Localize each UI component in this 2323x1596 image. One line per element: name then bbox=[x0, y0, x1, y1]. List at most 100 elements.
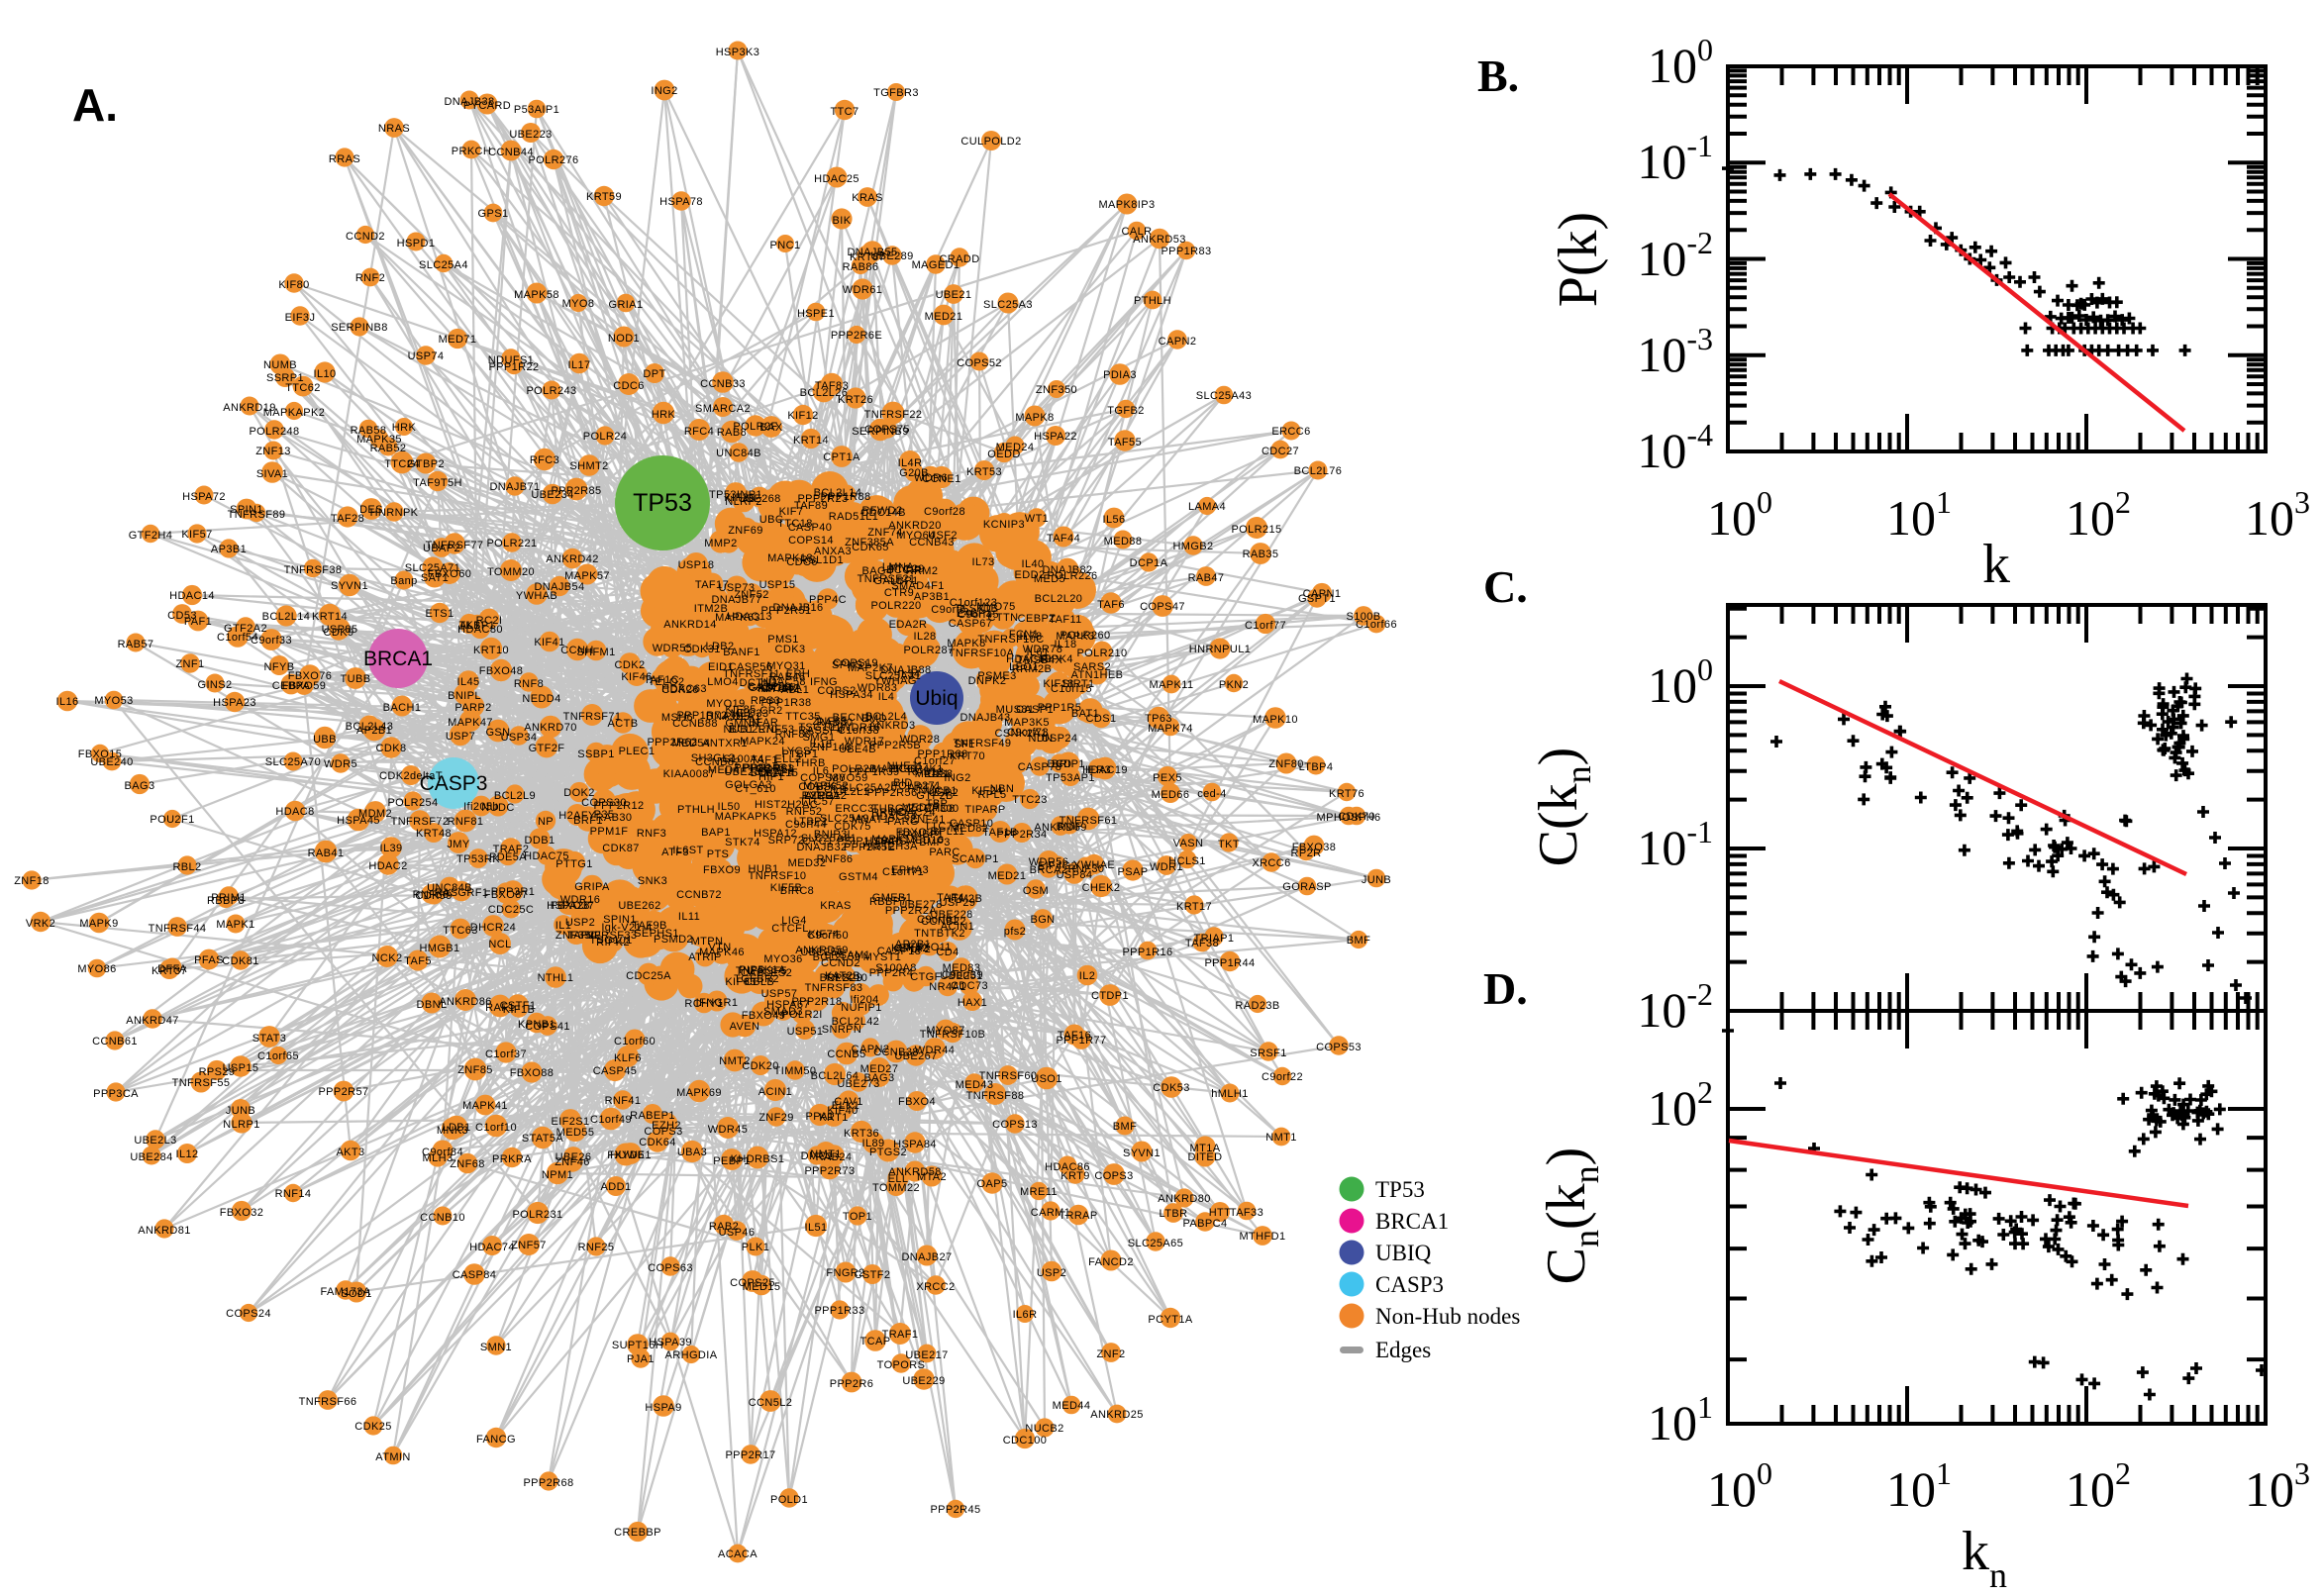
svg-text:D.: D. bbox=[1483, 963, 1528, 1014]
svg-text:GSTM4: GSTM4 bbox=[839, 871, 878, 883]
svg-text:DNAJB16: DNAJB16 bbox=[772, 602, 823, 614]
svg-text:C9orf28: C9orf28 bbox=[924, 506, 965, 518]
svg-text:TNFRSF55: TNFRSF55 bbox=[172, 1077, 231, 1089]
svg-text:MDM2: MDM2 bbox=[358, 808, 392, 820]
svg-text:TUBG1: TUBG1 bbox=[872, 803, 911, 815]
svg-text:BGN: BGN bbox=[1030, 914, 1055, 926]
svg-text:HSP3K3: HSP3K3 bbox=[716, 47, 760, 58]
svg-text:SHFM1: SHFM1 bbox=[576, 647, 615, 658]
svg-text:HMGB2: HMGB2 bbox=[1172, 541, 1213, 552]
svg-text:TAF9B: TAF9B bbox=[632, 920, 666, 932]
svg-text:MED71: MED71 bbox=[439, 334, 477, 346]
svg-text:UBE2L3: UBE2L3 bbox=[134, 1135, 176, 1147]
svg-text:PPP2R73: PPP2R73 bbox=[804, 1165, 855, 1177]
svg-text:KIF57: KIF57 bbox=[181, 529, 212, 541]
svg-text:RRAS: RRAS bbox=[329, 153, 360, 165]
svg-text:FBXO87: FBXO87 bbox=[484, 889, 529, 901]
svg-text:Ifi204: Ifi204 bbox=[850, 994, 878, 1006]
svg-text:COPS53: COPS53 bbox=[1316, 1042, 1362, 1053]
svg-text:PTHLH: PTHLH bbox=[677, 804, 715, 816]
svg-text:PRKCH: PRKCH bbox=[452, 146, 492, 157]
svg-text:CCNB44: CCNB44 bbox=[488, 147, 534, 158]
svg-text:OAP5: OAP5 bbox=[977, 1178, 1008, 1190]
svg-text:MED88: MED88 bbox=[1104, 536, 1143, 548]
svg-text:JUNB: JUNB bbox=[226, 1105, 255, 1117]
svg-text:IL4R: IL4R bbox=[898, 457, 923, 469]
svg-text:CYC1: CYC1 bbox=[803, 836, 834, 848]
svg-text:HDAC80: HDAC80 bbox=[457, 624, 503, 636]
svg-text:MYO42: MYO42 bbox=[760, 683, 799, 695]
svg-text:PPP2R34: PPP2R34 bbox=[996, 829, 1047, 841]
svg-text:MED55: MED55 bbox=[556, 1127, 595, 1139]
svg-text:TAF5: TAF5 bbox=[404, 955, 432, 967]
svg-text:FANCD2: FANCD2 bbox=[1088, 1256, 1134, 1268]
svg-text:PPP1R88: PPP1R88 bbox=[820, 491, 870, 503]
svg-text:CCNB61: CCNB61 bbox=[92, 1036, 138, 1047]
svg-text:POLR276: POLR276 bbox=[528, 154, 578, 166]
svg-text:ZNF57: ZNF57 bbox=[511, 1240, 547, 1251]
svg-text:BRCA1: BRCA1 bbox=[363, 648, 433, 670]
svg-text:NUCB2: NUCB2 bbox=[1025, 1423, 1063, 1435]
svg-text:IL6: IL6 bbox=[813, 765, 830, 777]
svg-text:P53AIP1: P53AIP1 bbox=[514, 104, 559, 116]
svg-text:UBE223: UBE223 bbox=[509, 129, 552, 141]
svg-text:AP3B1: AP3B1 bbox=[211, 544, 247, 555]
svg-text:COPS47: COPS47 bbox=[1140, 601, 1185, 613]
svg-text:MAPK11: MAPK11 bbox=[1150, 679, 1194, 691]
svg-text:TNFRSF88: TNFRSF88 bbox=[966, 1090, 1025, 1102]
svg-text:ETS1: ETS1 bbox=[425, 608, 454, 620]
svg-text:CEBPZ: CEBPZ bbox=[1018, 613, 1057, 625]
svg-text:CCNB72: CCNB72 bbox=[676, 889, 722, 901]
svg-text:BCL2L76: BCL2L76 bbox=[1294, 465, 1343, 477]
svg-text:UNC84B: UNC84B bbox=[716, 448, 761, 459]
svg-text:USP57: USP57 bbox=[761, 988, 798, 1000]
svg-text:TAF6: TAF6 bbox=[1097, 599, 1125, 611]
svg-text:KRT59: KRT59 bbox=[586, 191, 622, 203]
svg-text:NUDC: NUDC bbox=[481, 802, 514, 814]
svg-text:SNRPN: SNRPN bbox=[822, 1024, 862, 1036]
svg-text:ZNF13: ZNF13 bbox=[255, 446, 291, 457]
svg-text:ARHGDIA: ARHGDIA bbox=[665, 1349, 718, 1361]
svg-text:ANKRD80: ANKRD80 bbox=[1158, 1193, 1211, 1205]
svg-text:PPP2R68: PPP2R68 bbox=[523, 1477, 573, 1489]
svg-text:RNF14: RNF14 bbox=[275, 1188, 312, 1200]
svg-text:NFYB: NFYB bbox=[264, 661, 295, 673]
svg-text:RAB41: RAB41 bbox=[308, 848, 345, 859]
svg-text:USP74: USP74 bbox=[408, 350, 445, 362]
svg-text:KRT87: KRT87 bbox=[850, 251, 885, 263]
svg-text:MAPK35: MAPK35 bbox=[356, 434, 402, 446]
svg-text:NOD1: NOD1 bbox=[608, 333, 640, 345]
svg-text:TNFRSF60: TNFRSF60 bbox=[979, 1070, 1038, 1082]
svg-text:NCK2: NCK2 bbox=[372, 952, 403, 964]
svg-text:CDK9: CDK9 bbox=[324, 627, 354, 639]
svg-text:pfs2: pfs2 bbox=[1004, 926, 1026, 938]
svg-text:KRT70: KRT70 bbox=[950, 750, 985, 762]
svg-text:AP2B1: AP2B1 bbox=[356, 725, 392, 737]
svg-text:WDR56: WDR56 bbox=[1029, 856, 1069, 868]
svg-text:MMP2: MMP2 bbox=[704, 538, 737, 549]
svg-text:KIF24: KIF24 bbox=[971, 785, 1002, 797]
svg-text:HSPA23: HSPA23 bbox=[213, 697, 256, 709]
svg-text:SIRT1: SIRT1 bbox=[1062, 678, 1095, 690]
svg-text:C1orf10: C1orf10 bbox=[475, 1122, 517, 1134]
svg-text:C1orf60: C1orf60 bbox=[614, 1036, 656, 1047]
svg-text:FBXO32: FBXO32 bbox=[220, 1207, 264, 1219]
svg-text:NMT1: NMT1 bbox=[1265, 1132, 1297, 1144]
svg-text:PTHLH: PTHLH bbox=[1134, 295, 1171, 307]
svg-text:ANKRD14: ANKRD14 bbox=[663, 619, 717, 631]
svg-text:NP: NP bbox=[538, 816, 554, 828]
svg-text:ACACA: ACACA bbox=[718, 1548, 758, 1560]
svg-text:CASP40: CASP40 bbox=[788, 522, 833, 534]
svg-text:PARG: PARG bbox=[887, 816, 919, 828]
svg-text:TAF83: TAF83 bbox=[815, 380, 849, 392]
svg-text:ANKRD81: ANKRD81 bbox=[138, 1225, 191, 1237]
svg-text:PRKRA: PRKRA bbox=[492, 1153, 532, 1165]
svg-text:POLR248: POLR248 bbox=[249, 426, 299, 438]
svg-text:SMN1: SMN1 bbox=[480, 1342, 512, 1353]
svg-text:C1orf37: C1orf37 bbox=[485, 1048, 527, 1060]
svg-text:RAD23B: RAD23B bbox=[1235, 1000, 1279, 1012]
svg-text:B.: B. bbox=[1477, 50, 1519, 101]
svg-text:SIVA1: SIVA1 bbox=[256, 468, 288, 480]
svg-text:MYO53: MYO53 bbox=[94, 695, 133, 707]
svg-text:SNK3: SNK3 bbox=[638, 875, 667, 887]
